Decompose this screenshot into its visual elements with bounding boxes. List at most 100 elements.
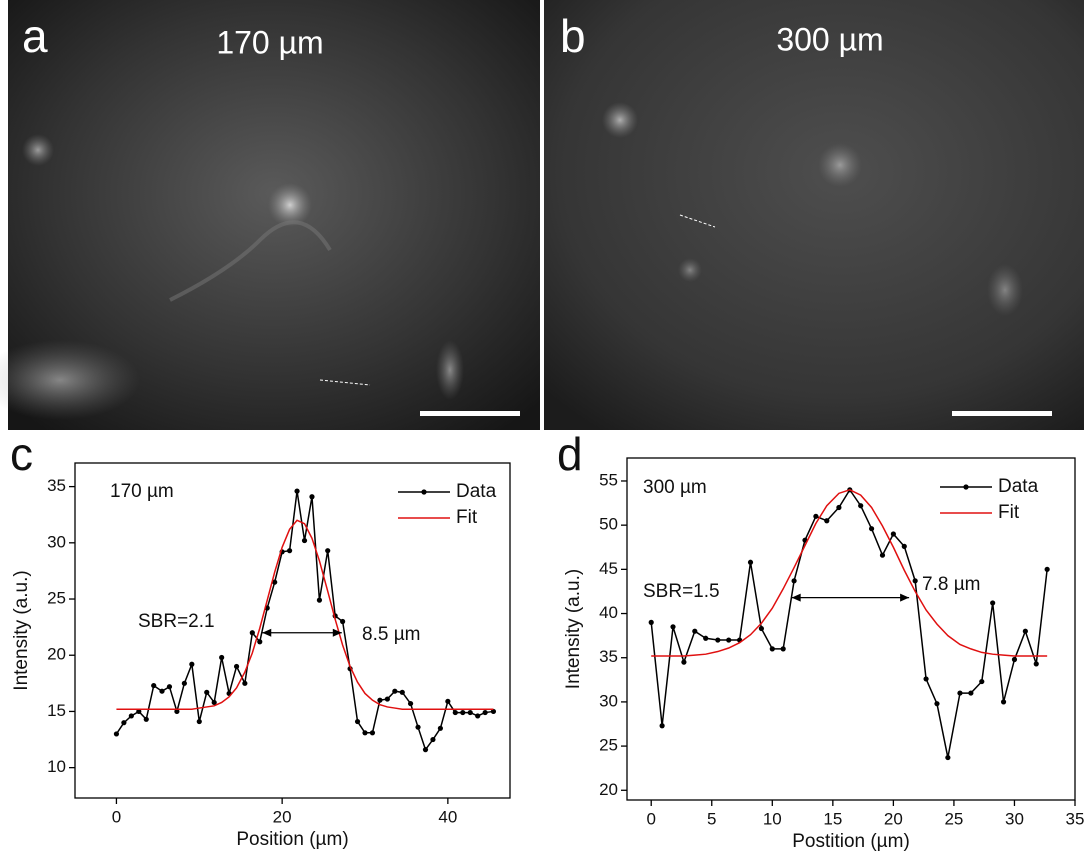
series-line: [116, 519, 494, 710]
data-point: [475, 713, 481, 719]
data-point: [430, 736, 436, 743]
y-tick-label: 50: [599, 515, 618, 534]
data-point: [242, 680, 248, 686]
image-title: 300 µm: [776, 21, 883, 57]
y-tick-label: 35: [47, 476, 66, 495]
y-tick-label: 15: [47, 701, 66, 720]
x-tick-label: 10: [763, 809, 782, 828]
data-point: [384, 696, 390, 702]
data-point: [316, 597, 323, 603]
data-point: [233, 663, 240, 670]
y-tick-label: 25: [599, 736, 618, 755]
data-point: [437, 725, 443, 731]
data-point: [912, 578, 918, 584]
arrow-head: [262, 628, 342, 637]
data-point: [726, 637, 732, 643]
panel-label: d: [557, 428, 583, 480]
data-point: [392, 688, 398, 694]
legend-label: Data: [998, 476, 1039, 497]
data-point: [340, 618, 346, 625]
data-point: [128, 713, 134, 719]
data-point: [659, 723, 665, 729]
data-point: [780, 646, 786, 652]
annotation: 300 µm: [643, 477, 707, 498]
data-point: [249, 630, 255, 636]
data-point: [362, 730, 368, 736]
x-tick-label: 5: [707, 809, 716, 828]
panel-label: b: [560, 10, 586, 62]
y-tick-label: 10: [47, 757, 66, 776]
y-axis-label: Intensity (a.u.): [11, 570, 32, 690]
x-tick-label: 40: [438, 807, 457, 826]
x-tick-label: 15: [823, 809, 842, 828]
data-point: [287, 548, 293, 554]
data-point: [490, 708, 497, 715]
data-point: [219, 654, 225, 661]
x-tick-label: 35: [1066, 809, 1085, 828]
image-b: [544, 0, 1084, 430]
data-point: [703, 635, 709, 641]
data-point: [189, 661, 195, 667]
series-line: [651, 489, 1048, 657]
data-point: [211, 699, 217, 706]
x-tick-label: 0: [112, 807, 121, 826]
data-point: [196, 718, 202, 725]
data-point: [257, 639, 263, 645]
data-point: [136, 708, 142, 715]
x-tick-label: 20: [884, 809, 903, 828]
data-point: [482, 709, 488, 716]
annotation: 8.5 µm: [362, 624, 420, 645]
data-point: [868, 526, 875, 532]
data-point: [890, 531, 896, 537]
data-point: [990, 600, 996, 606]
data-point: [204, 689, 210, 695]
x-axis-label: Postition (µm): [792, 831, 910, 852]
data-point: [113, 731, 120, 737]
series-line: [650, 488, 1048, 758]
data-point: [945, 754, 951, 761]
data-point: [791, 578, 797, 584]
annotation: SBR=2.1: [138, 611, 215, 632]
x-tick-label: 20: [273, 807, 292, 826]
data-point: [1033, 661, 1039, 667]
annotation: 7.8 µm: [922, 574, 980, 595]
y-tick-label: 40: [599, 603, 618, 622]
legend-label: Fit: [998, 502, 1020, 523]
data-point: [272, 579, 278, 585]
data-point: [452, 709, 458, 716]
y-tick-label: 30: [599, 691, 618, 710]
data-point: [174, 708, 180, 715]
data-point: [979, 678, 985, 685]
data-point: [934, 701, 940, 707]
annotation: 170 µm: [110, 481, 174, 502]
data-point: [901, 543, 907, 549]
legend-marker: [963, 484, 969, 490]
data-point: [294, 488, 300, 494]
data-point: [422, 747, 429, 753]
data-point: [858, 503, 864, 509]
x-tick-label: 30: [1005, 809, 1024, 828]
data-point: [1011, 656, 1018, 663]
data-point: [957, 690, 963, 696]
data-point: [445, 698, 451, 704]
y-tick-label: 35: [599, 647, 618, 666]
data-point: [166, 684, 173, 690]
y-tick-label: 30: [47, 532, 66, 551]
data-point: [769, 646, 775, 652]
data-point: [143, 716, 149, 722]
data-point: [151, 682, 157, 689]
data-point: [747, 559, 754, 565]
y-tick-label: 20: [47, 645, 66, 664]
data-point: [758, 625, 765, 632]
data-point: [923, 676, 929, 682]
data-point: [824, 518, 830, 524]
data-point: [715, 637, 721, 643]
data-point: [1044, 566, 1050, 572]
data-point: [467, 709, 473, 716]
data-point: [121, 720, 127, 726]
legend-label: Fit: [456, 507, 478, 528]
x-tick-label: 0: [646, 809, 655, 828]
data-point: [415, 724, 421, 730]
data-point: [1000, 699, 1007, 705]
